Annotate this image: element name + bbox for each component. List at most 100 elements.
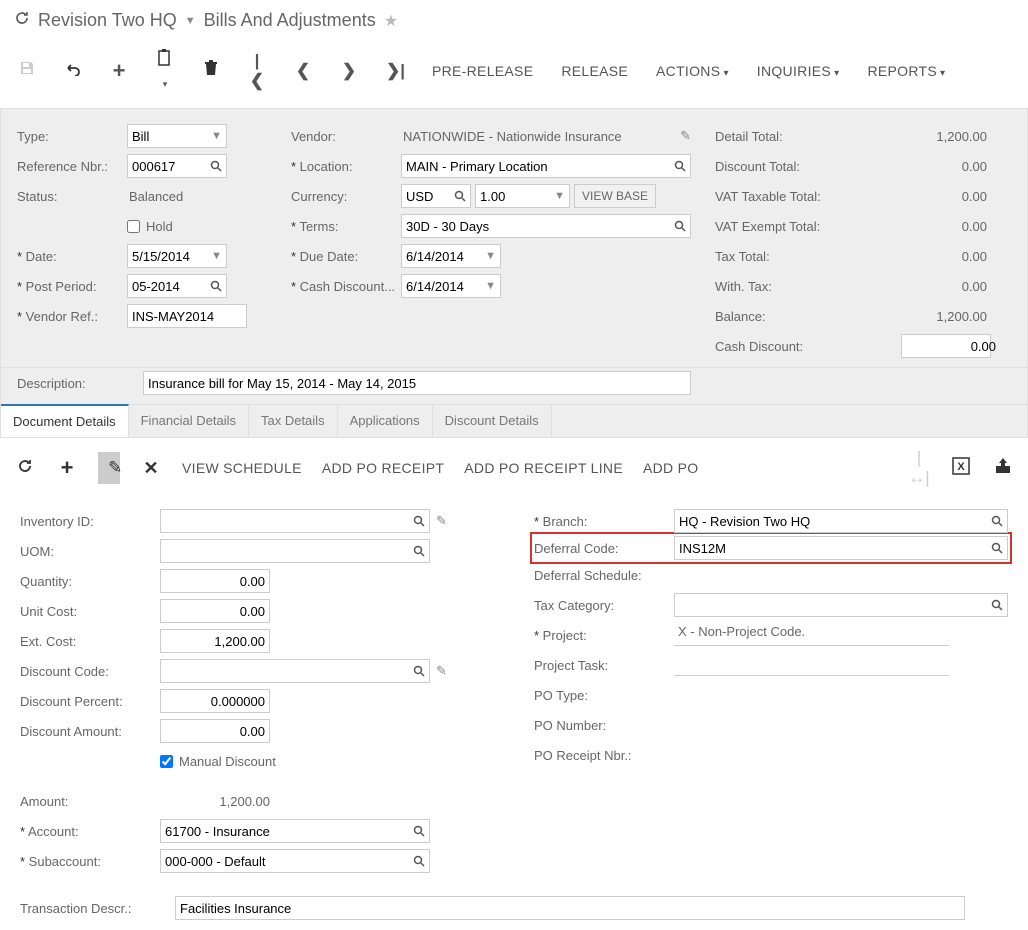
fit-columns-icon[interactable]: |↔|: [908, 448, 930, 488]
location-input[interactable]: [401, 154, 691, 178]
terms-input[interactable]: [401, 214, 691, 238]
account-label: Account:: [20, 824, 160, 839]
grid-refresh-icon[interactable]: [14, 458, 36, 479]
delete-icon[interactable]: [202, 60, 220, 81]
type-select[interactable]: ▼: [127, 124, 227, 148]
view-schedule-button[interactable]: VIEW SCHEDULE: [182, 460, 302, 476]
search-icon[interactable]: [674, 160, 686, 172]
extcost-input[interactable]: [160, 629, 270, 653]
branch-input[interactable]: [674, 509, 1008, 533]
add-icon[interactable]: +: [110, 58, 128, 84]
taxcategory-input[interactable]: [674, 593, 1008, 617]
terms-label: Terms:: [291, 219, 401, 234]
unitcost-input[interactable]: [160, 599, 270, 623]
hold-checkbox[interactable]: [127, 220, 140, 233]
description-input[interactable]: [143, 371, 691, 395]
disccode-input[interactable]: [160, 659, 430, 683]
cashdiscdate-input[interactable]: ▼: [401, 274, 501, 298]
discpct-input[interactable]: [160, 689, 270, 713]
next-icon[interactable]: ❯: [340, 61, 358, 81]
undo-icon[interactable]: [64, 61, 82, 81]
clipboard-icon[interactable]: ▾: [156, 49, 174, 92]
search-icon[interactable]: [991, 515, 1003, 527]
add-po-receipt-line-button[interactable]: ADD PO RECEIPT LINE: [464, 460, 623, 476]
upload-icon[interactable]: [992, 458, 1014, 479]
taxtotal-label: Tax Total:: [715, 249, 855, 264]
search-icon[interactable]: [413, 825, 425, 837]
last-icon[interactable]: ❯|: [386, 61, 404, 81]
inquiries-menu[interactable]: INQUIRIES: [757, 63, 840, 79]
search-icon[interactable]: [210, 280, 222, 292]
edit-disccode-icon[interactable]: ✎: [436, 663, 447, 679]
subaccount-input[interactable]: [160, 849, 430, 873]
tab-applications[interactable]: Applications: [338, 405, 433, 437]
vendor-label: Vendor:: [291, 129, 401, 144]
favorite-star-icon[interactable]: ★: [384, 11, 398, 31]
export-excel-icon[interactable]: X: [950, 457, 972, 480]
edit-vendor-icon[interactable]: ✎: [680, 128, 691, 144]
prev-icon[interactable]: ❮: [294, 61, 312, 81]
account-input[interactable]: [160, 819, 430, 843]
uom-input[interactable]: [160, 539, 430, 563]
add-po-button[interactable]: ADD PO: [643, 460, 698, 476]
search-icon[interactable]: [991, 599, 1003, 611]
add-po-receipt-button[interactable]: ADD PO RECEIPT: [322, 460, 444, 476]
chevron-down-icon[interactable]: ▼: [185, 15, 196, 27]
project-value: X - Non-Project Code.: [674, 624, 949, 646]
status-value: Balanced: [127, 189, 183, 204]
edit-inventory-icon[interactable]: ✎: [436, 513, 447, 529]
search-icon[interactable]: [674, 220, 686, 232]
company-crumb[interactable]: Revision Two HQ: [38, 10, 177, 31]
grid-delete-icon[interactable]: ✕: [140, 458, 162, 479]
cashdisc-input[interactable]: [901, 334, 991, 358]
postperiod-input[interactable]: [127, 274, 227, 298]
refnbr-input[interactable]: [127, 154, 227, 178]
search-icon[interactable]: [413, 665, 425, 677]
first-icon[interactable]: |❮: [248, 51, 266, 91]
duedate-input[interactable]: ▼: [401, 244, 501, 268]
deferralsched-label: Deferral Schedule:: [534, 568, 674, 583]
hold-label: Hold: [146, 219, 173, 234]
search-icon[interactable]: [454, 190, 466, 202]
date-input[interactable]: ▼: [127, 244, 227, 268]
actions-menu[interactable]: ACTIONS: [656, 63, 729, 79]
trandesc-input[interactable]: [175, 896, 965, 920]
search-icon[interactable]: [413, 515, 425, 527]
discpct-label: Discount Percent:: [20, 694, 160, 709]
inventoryid-input[interactable]: [160, 509, 430, 533]
prerelease-button[interactable]: PRE-RELEASE: [432, 63, 533, 79]
refresh-icon[interactable]: [14, 10, 30, 31]
dropdown-icon[interactable]: ▼: [481, 280, 496, 292]
projecttask-value: [674, 654, 949, 676]
inventoryid-label: Inventory ID:: [20, 514, 160, 529]
manualdisc-checkbox[interactable]: [160, 755, 173, 768]
release-button[interactable]: RELEASE: [561, 63, 628, 79]
discamt-input[interactable]: [160, 719, 270, 743]
search-icon[interactable]: [413, 545, 425, 557]
dropdown-icon[interactable]: ▼: [207, 250, 222, 262]
search-icon[interactable]: [991, 542, 1003, 554]
search-icon[interactable]: [210, 160, 222, 172]
deferralcode-input[interactable]: [674, 536, 1008, 560]
tab-document-details[interactable]: Document Details: [1, 404, 129, 437]
quantity-input[interactable]: [160, 569, 270, 593]
dropdown-icon[interactable]: ▼: [207, 130, 222, 142]
tab-discount-details[interactable]: Discount Details: [433, 405, 552, 437]
search-icon[interactable]: [413, 855, 425, 867]
grid-edit-icon[interactable]: ✎: [98, 452, 120, 484]
grid-add-icon[interactable]: +: [56, 455, 78, 481]
status-label: Status:: [17, 189, 127, 204]
tab-financial-details[interactable]: Financial Details: [129, 405, 249, 437]
viewbase-button[interactable]: VIEW BASE: [574, 184, 656, 208]
currency-rate-input[interactable]: ▼: [475, 184, 570, 208]
reports-menu[interactable]: REPORTS: [867, 63, 945, 79]
branch-label: Branch:: [534, 514, 674, 529]
save-icon[interactable]: [18, 60, 36, 81]
currency-code-input[interactable]: [401, 184, 471, 208]
dropdown-icon[interactable]: ▼: [481, 250, 496, 262]
vendorref-input[interactable]: [127, 304, 247, 328]
tab-tax-details[interactable]: Tax Details: [249, 405, 338, 437]
currency-label: Currency:: [291, 189, 401, 204]
vendorref-label: Vendor Ref.:: [17, 309, 127, 324]
dropdown-icon[interactable]: ▼: [550, 190, 565, 202]
